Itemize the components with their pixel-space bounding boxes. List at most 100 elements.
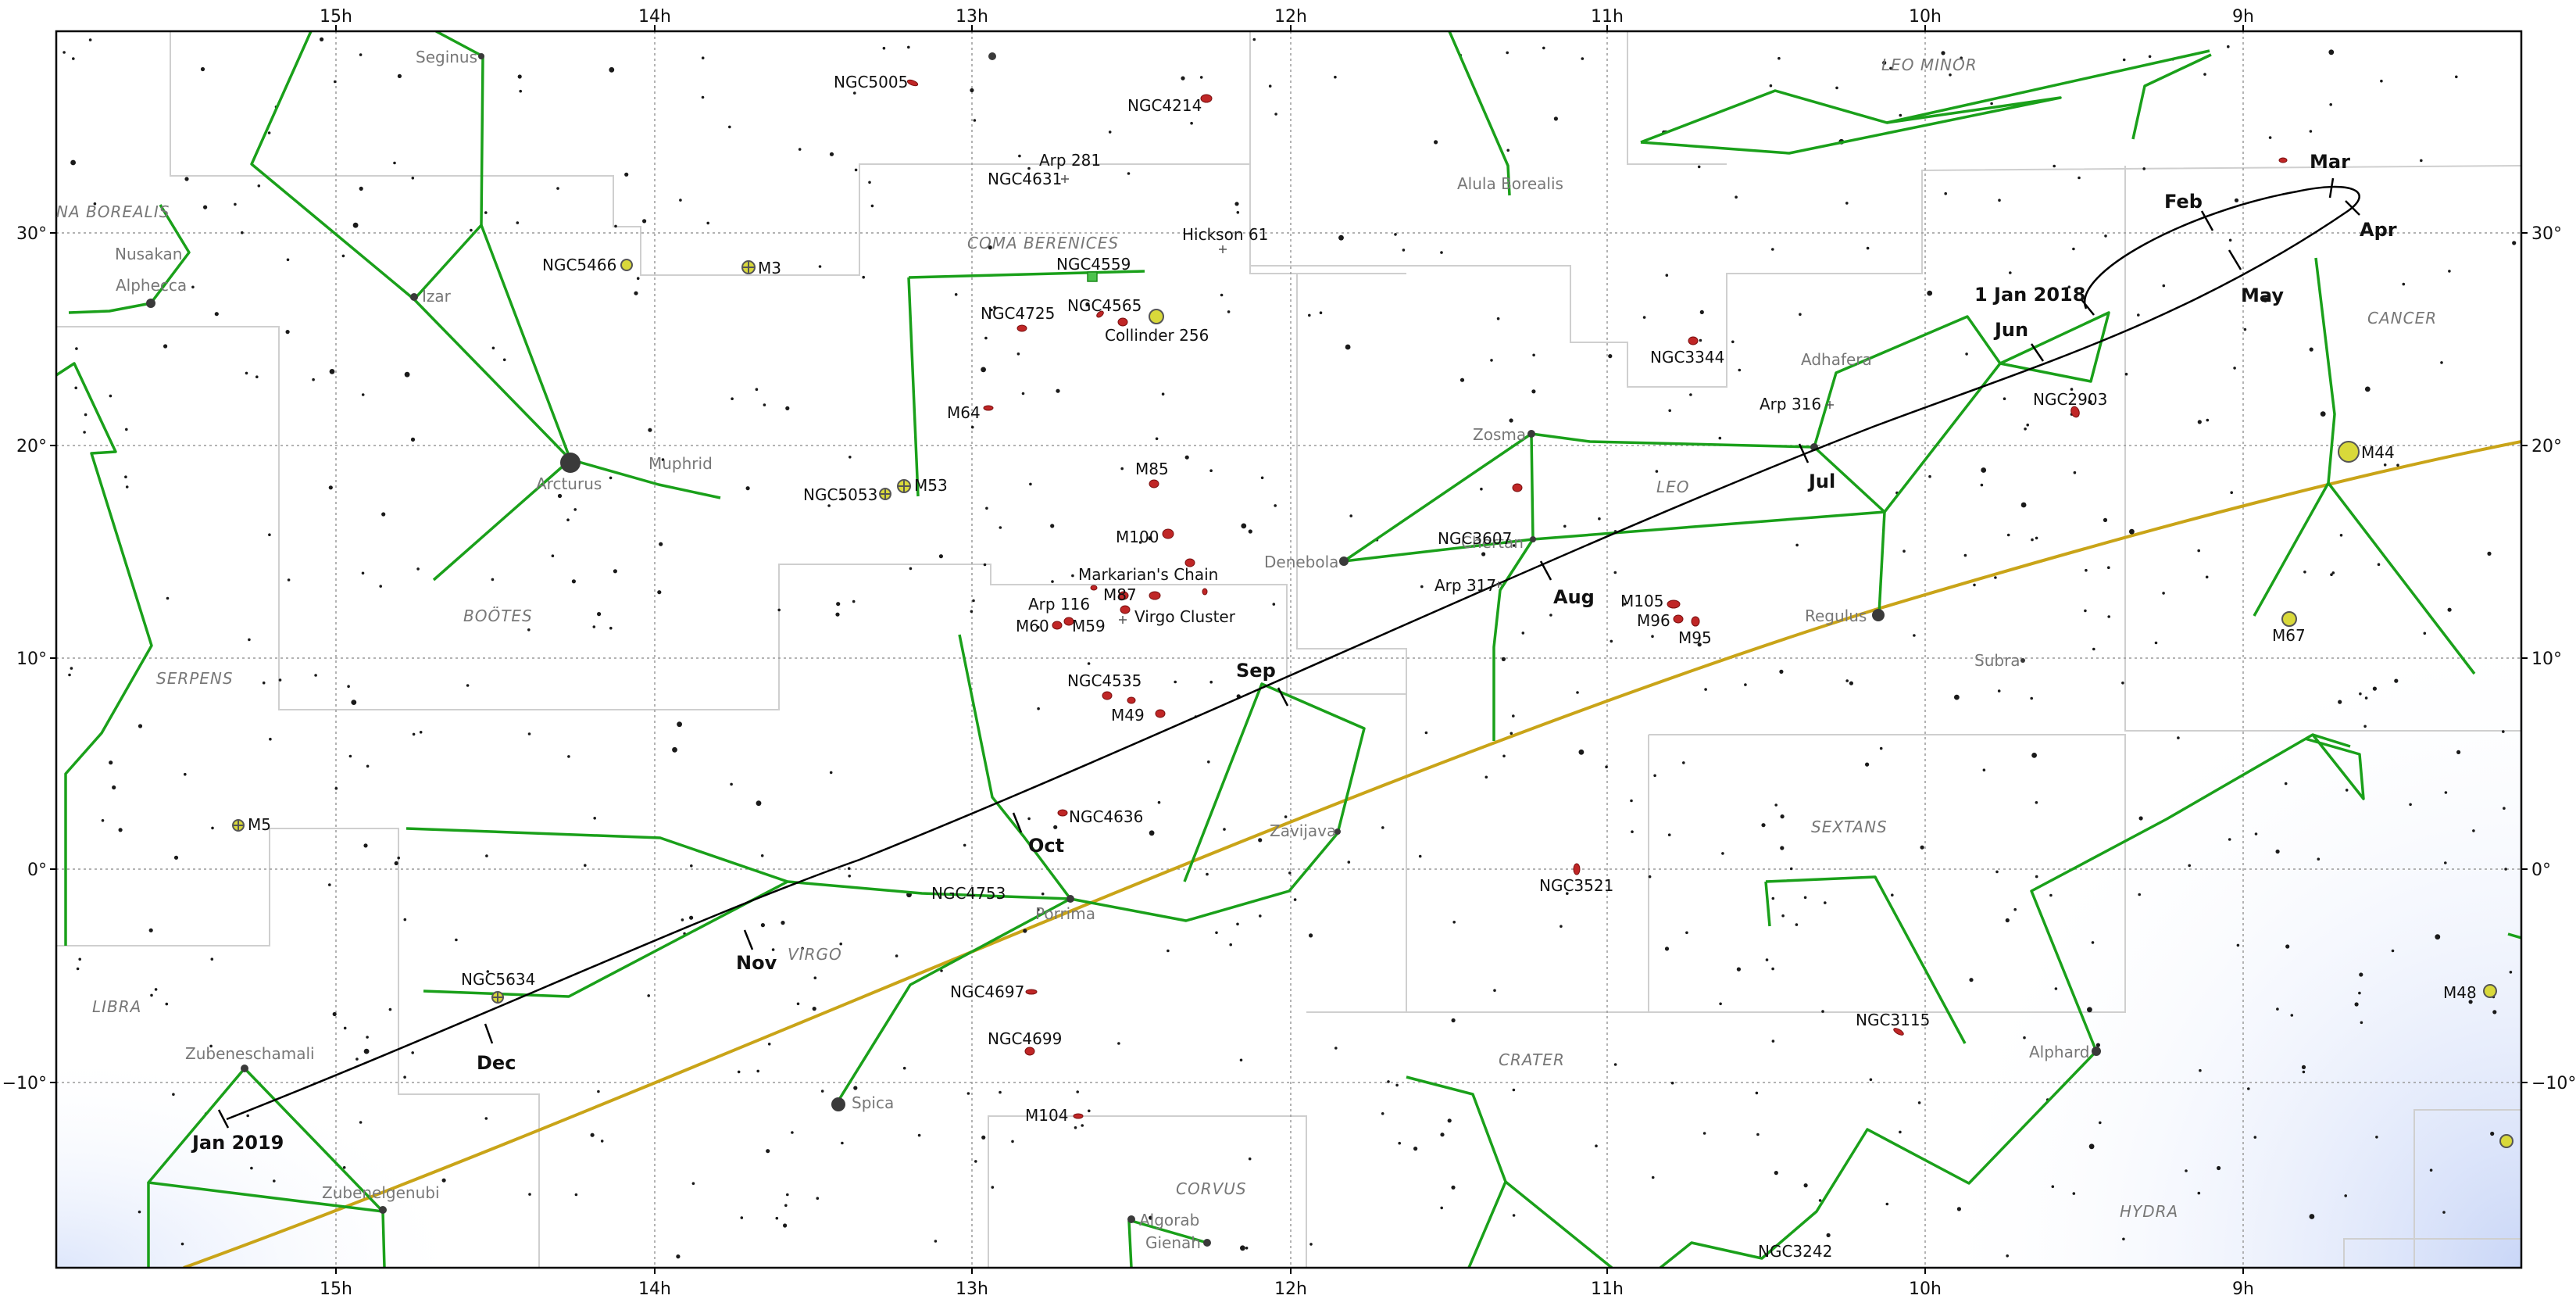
background-star: [1387, 1080, 1390, 1083]
background-star: [388, 1007, 392, 1011]
background-star: [1272, 603, 1276, 606]
background-star: [781, 921, 785, 925]
dso-label-ngc4697: NGC4697: [950, 982, 1024, 1001]
background-star: [1480, 487, 1483, 491]
dec-label-minus10: −10°: [2, 1074, 47, 1093]
background-star: [241, 231, 244, 234]
background-star: [2122, 1237, 2125, 1241]
background-star: [1319, 311, 1323, 315]
background-star: [502, 358, 506, 362]
background-star: [2162, 284, 2166, 288]
background-star: [701, 56, 705, 59]
background-star: [766, 1149, 770, 1154]
background-star: [163, 344, 168, 349]
background-star: [1440, 251, 1443, 254]
zavijava-star: [1334, 828, 1341, 835]
background-star: [394, 861, 398, 866]
background-star: [1229, 943, 1232, 947]
background-star: [2472, 829, 2475, 832]
background-star: [355, 1057, 359, 1061]
background-star: [777, 608, 781, 612]
star-label-gienah: Gienah: [1145, 1233, 1201, 1252]
background-star: [2154, 641, 2158, 645]
background-star: [1053, 825, 1058, 829]
background-stars: [63, 37, 2517, 1259]
dec-label-10: 10°: [16, 650, 47, 669]
background-star: [2372, 686, 2377, 691]
star-label-zosma: Zosma: [1473, 425, 1526, 444]
zubeneschamali-star: [241, 1065, 248, 1072]
background-star: [410, 437, 416, 442]
background-star: [1259, 914, 1262, 918]
dso-label-ngc3607: NGC3607: [1438, 529, 1512, 548]
background-star: [760, 923, 766, 928]
background-star: [2509, 971, 2513, 974]
background-star: [312, 378, 315, 381]
background-star: [1697, 165, 1701, 169]
background-star: [1258, 838, 1263, 843]
background-star: [775, 1216, 779, 1220]
background-star: [847, 867, 851, 870]
background-star: [1381, 1112, 1384, 1115]
background-star: [813, 976, 817, 979]
ra-label-12h: 12h: [1274, 7, 1307, 27]
star-label-subra: Subra: [1974, 651, 2020, 670]
background-star: [1631, 830, 1634, 833]
background-star: [1771, 896, 1775, 900]
background-star: [985, 506, 988, 510]
background-star: [2148, 55, 2152, 59]
background-star: [2309, 130, 2313, 133]
background-star: [1824, 901, 1827, 904]
background-star: [1835, 86, 1838, 90]
background-star: [1980, 483, 1984, 487]
background-star: [1440, 1206, 1443, 1210]
background-star: [740, 1216, 744, 1219]
background-star: [1236, 211, 1240, 214]
background-star: [2005, 918, 2010, 923]
background-star: [411, 177, 415, 180]
background-star: [2067, 285, 2071, 289]
background-star: [812, 1007, 816, 1011]
background-star: [1613, 571, 1617, 574]
dso-label-ngc2903: NGC2903: [2033, 390, 2107, 409]
background-star: [2104, 234, 2107, 238]
background-star: [841, 1141, 844, 1145]
background-star: [728, 125, 731, 129]
background-star: [491, 346, 495, 350]
background-star: [470, 228, 473, 232]
background-star: [801, 947, 804, 950]
background-star: [600, 1140, 604, 1143]
dso-label-ngc5005: NGC5005: [834, 73, 908, 91]
background-star: [1960, 56, 1963, 59]
ra-label-13h-bottom: 13h: [956, 1279, 988, 1299]
background-star: [211, 826, 214, 830]
dso-label-m104: M104: [1025, 1106, 1068, 1125]
background-star: [404, 371, 410, 378]
dso-label-virgo-cluster: Virgo Cluster: [1134, 607, 1236, 626]
background-star: [1605, 765, 1608, 768]
background-star: [706, 221, 709, 225]
background-star: [839, 942, 842, 946]
background-star: [1394, 233, 1397, 236]
background-star: [2103, 517, 2108, 523]
background-star: [681, 918, 684, 921]
background-star: [2203, 73, 2206, 76]
background-star: [2035, 875, 2038, 879]
background-star: [763, 403, 766, 406]
background-star: [1795, 543, 1799, 547]
background-star: [784, 1204, 788, 1208]
background-star: [2023, 1036, 2026, 1040]
dso-label-ngc4753: NGC4753: [931, 884, 1006, 903]
background-star: [138, 1210, 141, 1214]
ra-label-10h: 10h: [1909, 7, 1942, 27]
background-star: [359, 53, 363, 56]
background-star: [403, 918, 407, 921]
background-star: [2024, 428, 2027, 431]
background-star: [1699, 338, 1702, 342]
background-star: [798, 148, 802, 151]
background-star: [1481, 552, 1486, 556]
background-star: [2095, 1043, 2100, 1047]
background-star: [1512, 1088, 1516, 1092]
background-star: [484, 1117, 488, 1120]
background-star: [1973, 583, 1976, 587]
